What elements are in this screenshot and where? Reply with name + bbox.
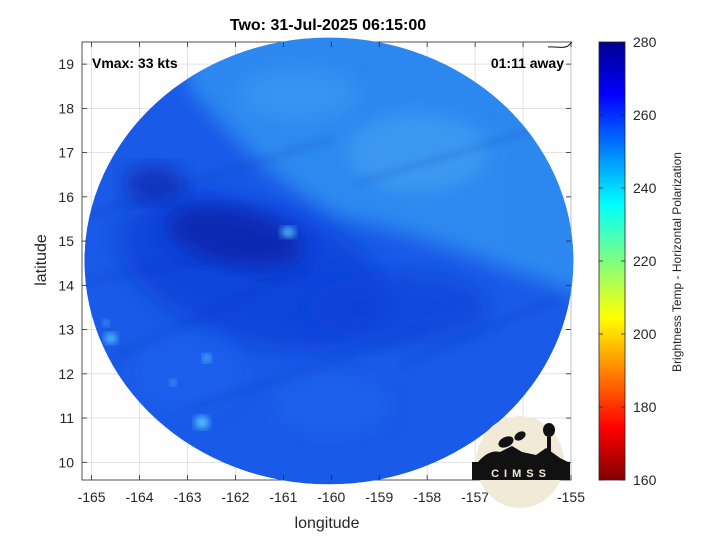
chart-title: Two: 31-Jul-2025 06:15:00 (230, 17, 426, 34)
y-tick-label: 10 (58, 454, 74, 470)
x-tick-label: -163 (173, 489, 201, 505)
vmax-annotation: Vmax: 33 kts (92, 55, 178, 71)
x-tick-label: -157 (461, 489, 489, 505)
x-tick-label: -159 (365, 489, 393, 505)
y-tick-label: 13 (58, 322, 74, 338)
x-axis-label: longitude (295, 515, 360, 532)
y-tick-label: 16 (58, 189, 74, 205)
y-tick-label: 14 (58, 277, 74, 293)
colorbar-tick-label: 240 (633, 180, 657, 196)
time-offset-annotation: 01:11 away (491, 55, 564, 71)
warm-patch (237, 67, 358, 124)
hot-spot (102, 319, 109, 326)
swath-streak (91, 138, 332, 216)
disk-features (91, 37, 574, 435)
swath-streak (91, 240, 284, 282)
y-tick-label: 15 (58, 233, 74, 249)
cold-core-region (166, 205, 305, 268)
x-tick-label: -155 (557, 489, 585, 505)
colorbar-tick-label: 220 (633, 253, 657, 269)
y-tick-label: 12 (58, 366, 74, 382)
y-tick-label: 18 (58, 100, 74, 116)
x-tick-label: -165 (78, 489, 106, 505)
hot-spot (170, 379, 177, 386)
y-tick-label: 11 (59, 410, 74, 426)
colorbar-tick-label: 260 (633, 107, 657, 123)
cold-core-region (123, 165, 184, 202)
colorbar-tick-label: 160 (633, 472, 657, 488)
coastline (547, 41, 573, 48)
colorbar-ticks: 160 180 200 220 240 260 280 (599, 34, 657, 488)
colorbar-tick-label: 200 (633, 326, 657, 342)
colorbar-tick-label: 180 (633, 399, 657, 415)
hot-spot (104, 333, 117, 344)
x-tick-label: -158 (413, 489, 441, 505)
hot-spot (194, 416, 209, 429)
colorbar-label: Brightness Temp - Horizontal Polarizatio… (670, 152, 684, 372)
hot-spot (202, 354, 211, 363)
x-tick-label: -164 (126, 489, 154, 505)
warm-patch (347, 112, 488, 193)
colorbar-tick-label: 280 (633, 34, 657, 50)
swath-streak (115, 266, 308, 358)
swath-streak (402, 297, 558, 366)
mottled-patch (132, 333, 243, 414)
swath-streak (354, 125, 548, 185)
x-tick-label: -160 (317, 489, 345, 505)
y-tick-label: 17 (58, 145, 74, 161)
cimss-logo: CIMSS (472, 416, 570, 508)
swath-streak (187, 328, 428, 411)
cool-band-region (308, 272, 489, 343)
y-axis-label: latitude (33, 234, 50, 286)
y-tick-label: 19 (58, 56, 74, 72)
logo-text: CIMSS (491, 468, 551, 480)
hot-spot (281, 227, 296, 238)
x-tick-label: -162 (221, 489, 249, 505)
x-tick-label: -161 (269, 489, 297, 505)
brightness-temp-disk (84, 37, 574, 485)
mottled-patch (271, 374, 392, 435)
